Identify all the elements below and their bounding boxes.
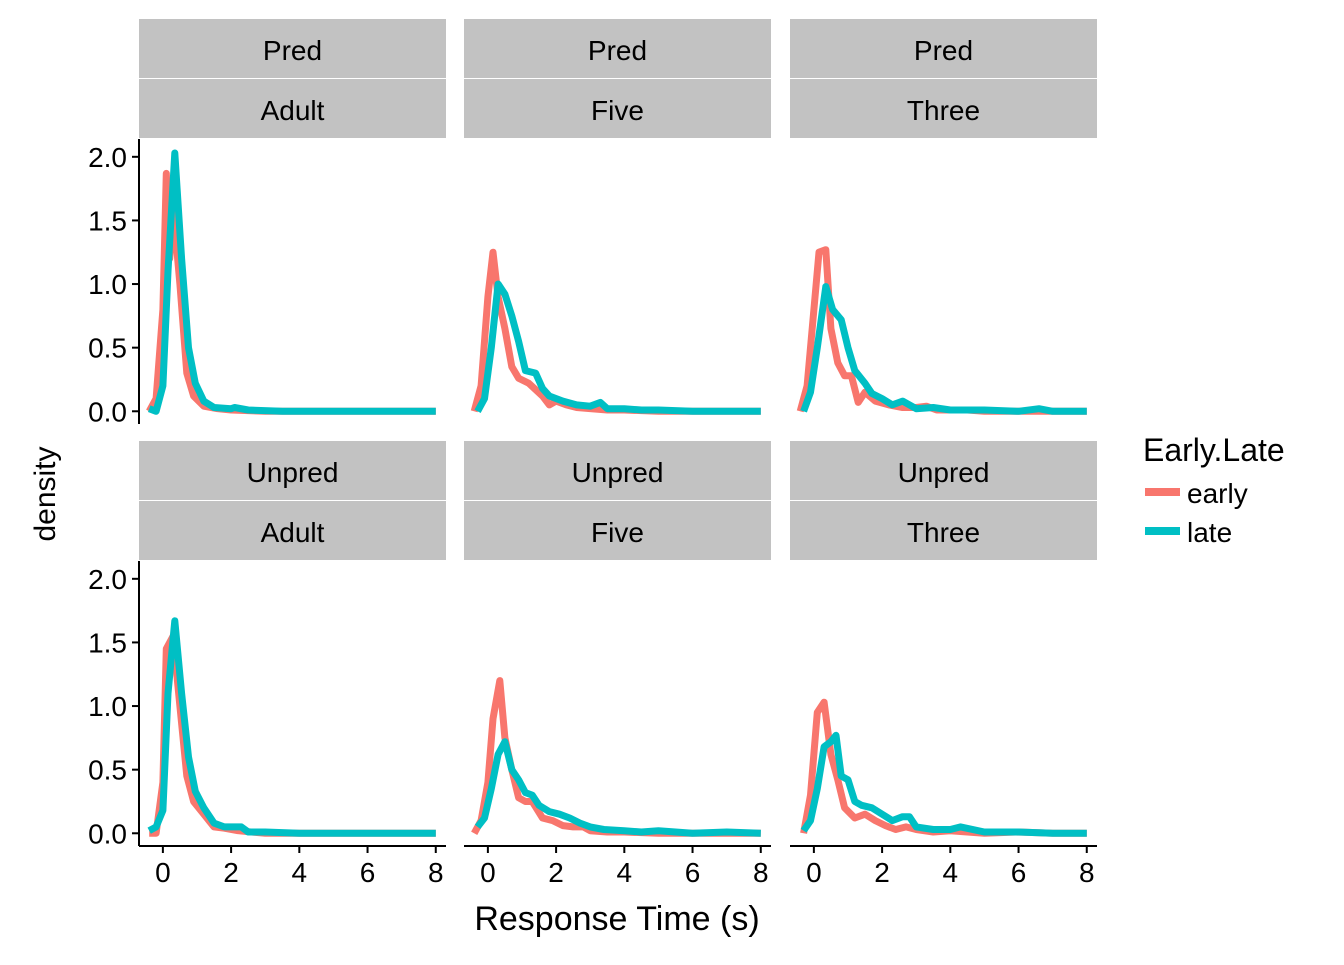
legend-title: Early.Late bbox=[1143, 432, 1285, 468]
series-line-late bbox=[800, 731, 1087, 837]
panel-unpred-five: Unpred Five bbox=[464, 441, 771, 837]
y-axis-row-2: 0.0 0.5 1.0 1.5 2.0 bbox=[88, 561, 140, 849]
y-tick-label: 2.0 bbox=[88, 142, 127, 173]
y-tick-label: 0.5 bbox=[88, 755, 127, 786]
facet-label-group: Three bbox=[907, 517, 980, 548]
series-line-late bbox=[474, 280, 761, 415]
x-tick-label: 2 bbox=[874, 857, 890, 888]
facet-strip-group bbox=[790, 501, 1097, 560]
facet-strip-condition bbox=[464, 441, 771, 500]
x-tick-label: 0 bbox=[155, 857, 171, 888]
panels-layer: PredAdultPredFivePredThreeUnpredAdultUnp… bbox=[139, 19, 1097, 837]
y-tick-label: 0.0 bbox=[88, 818, 127, 849]
facet-strip-group bbox=[139, 501, 446, 560]
y-tick-label: 1.0 bbox=[88, 269, 127, 300]
facet-label-group: Three bbox=[907, 95, 980, 126]
panel-pred-three: Pred Three bbox=[790, 19, 1097, 415]
x-tick-label: 6 bbox=[360, 857, 376, 888]
axes-layer: 0.0 0.5 1.0 1.5 2.0 0.0 0.5 1.0 1.5 2.0 0 2 4 6 8 0 2 4 6 8… bbox=[88, 139, 1097, 888]
series-line-late bbox=[147, 617, 436, 837]
legend: Early.Late early late bbox=[1143, 432, 1285, 548]
panel-unpred-three: Unpred Three bbox=[790, 441, 1097, 837]
facet-label-group: Five bbox=[591, 517, 644, 548]
x-axis-col-3: 0 2 4 6 8 bbox=[790, 845, 1097, 888]
y-axis-row-1: 0.0 0.5 1.0 1.5 2.0 bbox=[88, 139, 140, 427]
x-tick-label: 4 bbox=[292, 857, 308, 888]
x-tick-label: 6 bbox=[685, 857, 701, 888]
x-tick-label: 4 bbox=[617, 857, 633, 888]
facet-label-condition: Unpred bbox=[898, 457, 990, 488]
facet-label-condition: Pred bbox=[588, 35, 647, 66]
series-line-late bbox=[800, 283, 1087, 415]
x-tick-label: 2 bbox=[223, 857, 239, 888]
legend-label-early: early bbox=[1187, 478, 1248, 509]
facet-label-group: Adult bbox=[261, 517, 325, 548]
legend-label-late: late bbox=[1187, 517, 1232, 548]
x-axis-col-1: 0 2 4 6 8 bbox=[139, 845, 446, 888]
y-tick-label: 0.5 bbox=[88, 333, 127, 364]
y-tick-label: 0.0 bbox=[88, 396, 127, 427]
facet-label-condition: Unpred bbox=[247, 457, 339, 488]
x-tick-label: 0 bbox=[480, 857, 496, 888]
facet-strip-condition bbox=[790, 19, 1097, 78]
panel-unpred-adult: Unpred Adult bbox=[139, 441, 446, 837]
series-line-late bbox=[474, 738, 761, 837]
facet-label-condition: Unpred bbox=[572, 457, 664, 488]
facet-label-group: Five bbox=[591, 95, 644, 126]
facet-strip-condition bbox=[139, 441, 446, 500]
facet-strip-condition bbox=[139, 19, 446, 78]
facet-strip-group bbox=[464, 79, 771, 138]
x-tick-label: 2 bbox=[548, 857, 564, 888]
y-tick-label: 1.5 bbox=[88, 627, 127, 658]
x-tick-label: 4 bbox=[943, 857, 959, 888]
x-axis-col-2: 0 2 4 6 8 bbox=[464, 845, 771, 888]
y-axis-title: density bbox=[29, 446, 62, 541]
y-tick-label: 2.0 bbox=[88, 564, 127, 595]
y-tick-label: 1.5 bbox=[88, 205, 127, 236]
x-tick-label: 8 bbox=[1079, 857, 1095, 888]
x-tick-label: 0 bbox=[806, 857, 822, 888]
facet-label-condition: Pred bbox=[263, 35, 322, 66]
facet-label-condition: Pred bbox=[914, 35, 973, 66]
x-tick-label: 8 bbox=[428, 857, 444, 888]
x-axis-title: Response Time (s) bbox=[474, 900, 759, 938]
series-line-late bbox=[147, 149, 436, 415]
x-tick-label: 8 bbox=[753, 857, 769, 888]
facet-strip-group bbox=[464, 501, 771, 560]
facet-strip-group bbox=[790, 79, 1097, 138]
facet-label-group: Adult bbox=[261, 95, 325, 126]
facet-strip-condition bbox=[464, 19, 771, 78]
facet-strip-group bbox=[139, 79, 446, 138]
facet-strip-condition bbox=[790, 441, 1097, 500]
y-tick-label: 1.0 bbox=[88, 691, 127, 722]
panel-pred-five: Pred Five bbox=[464, 19, 771, 415]
panel-pred-adult: Pred Adult bbox=[139, 19, 446, 415]
x-tick-label: 6 bbox=[1011, 857, 1027, 888]
